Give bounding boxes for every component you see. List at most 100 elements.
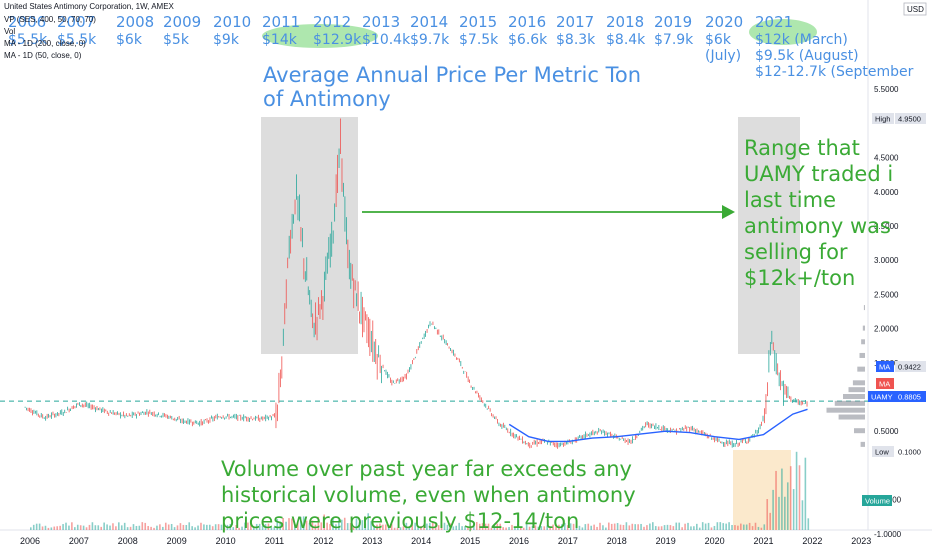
volume-bar [599, 522, 601, 530]
volume-bar [558, 524, 560, 530]
volume-bar [499, 523, 502, 530]
volume-bar [737, 525, 739, 530]
volume-bar [795, 451, 798, 530]
volume-bar [208, 524, 211, 530]
volume-bar [405, 522, 408, 530]
volume-bar [698, 527, 701, 530]
range-annotation-line: last time [744, 188, 836, 212]
x-tick-label: 2006 [20, 536, 40, 546]
volume-bar [302, 516, 305, 530]
year-label: 2015 [459, 13, 497, 31]
year-price: $12.9k [313, 32, 362, 48]
high-badge-value-bg [895, 113, 926, 124]
volume-bar [103, 522, 105, 530]
volume-bar [757, 526, 760, 530]
indicator-vol: Vol [4, 27, 16, 36]
year-price: $10.4k [362, 32, 411, 48]
volume-profile-bar [843, 394, 865, 399]
volume-bar [584, 524, 587, 530]
year-label: 2019 [654, 13, 692, 31]
indicator-ma-200: MA - 1D (200, close, 0) [4, 39, 86, 48]
volume-bar [496, 523, 499, 530]
volume-bar [552, 524, 554, 530]
year-price: $14k [262, 32, 298, 48]
volume-bar [637, 524, 639, 530]
volume-bar [563, 522, 566, 530]
volume-bar [229, 523, 232, 530]
year-price: $6.6k [508, 32, 548, 48]
volume-bar [68, 525, 70, 530]
volume-bar [411, 524, 414, 530]
volume-bar [725, 523, 727, 530]
volume-bar [188, 522, 191, 530]
volume-bar [106, 524, 108, 530]
volume-bar [358, 522, 361, 530]
volume-bar [634, 524, 637, 530]
highlight-2011-2012 [262, 24, 378, 48]
year-label: 2021 [755, 13, 793, 31]
volume-bar [751, 526, 754, 530]
volume-bar [238, 527, 240, 530]
volume-bar [214, 524, 217, 530]
volume-bar [734, 525, 736, 530]
volume-bar [402, 526, 405, 530]
x-tick-label: 2013 [362, 536, 382, 546]
price-range-box-2021 [738, 117, 800, 354]
range-annotation-line: $12k+/ton [744, 266, 855, 290]
year-price: $7.5k [459, 32, 499, 48]
x-tick-label: 2009 [167, 536, 187, 546]
volume-bar [789, 466, 792, 530]
volume-bar [519, 527, 522, 530]
volume-bar [649, 523, 651, 530]
volume-badge: Volume [865, 497, 890, 506]
volume-profile-bar [860, 441, 865, 447]
volume-bar [352, 527, 355, 530]
volume-bar [112, 523, 114, 530]
y-tick-label: 3.0000 [874, 256, 899, 265]
volume-bar [654, 526, 657, 530]
volume-bar [426, 523, 428, 530]
volume-bar [555, 526, 557, 530]
volume-annotation-line: Volume over past year far exceeds any [221, 457, 632, 481]
volume-bar [443, 522, 446, 530]
ma-badge-2-bg [876, 378, 894, 389]
arrow-head [722, 205, 735, 219]
volume-bar [646, 525, 648, 530]
y-tick-label: 4.5000 [874, 154, 899, 163]
volume-bar [335, 524, 337, 530]
volume-bar [449, 523, 452, 530]
volume-annotation-line: historical volume, even when antimony [221, 483, 636, 507]
volume-bar [461, 526, 463, 530]
x-tick-label: 2019 [656, 536, 676, 546]
volume-bar [305, 520, 308, 530]
x-tick-label: 2011 [265, 536, 284, 546]
volume-bar [792, 489, 795, 530]
volume-bar [153, 527, 155, 530]
x-tick-label: 2022 [802, 536, 822, 546]
ma-badge-1-bg [876, 361, 894, 372]
volume-bar [669, 525, 672, 530]
volume-bar [244, 522, 246, 530]
volume-bar [323, 514, 325, 530]
low-badge-value: 0.1000 [898, 448, 921, 457]
volume-bar [745, 524, 748, 530]
volume-bar [329, 524, 331, 530]
x-tick-label: 2014 [411, 536, 431, 546]
volume-bar [763, 524, 766, 530]
volume-bar [663, 525, 666, 530]
year-label: 2008 [116, 13, 154, 31]
volume-bar [467, 527, 469, 530]
volume-bar [581, 527, 584, 530]
y-tick-label: 0.5000 [874, 427, 899, 436]
volume-bar [341, 519, 343, 530]
volume-bar [364, 523, 367, 530]
volume-bar [622, 524, 625, 530]
volume-bar [252, 527, 255, 530]
volume-bar [176, 525, 179, 530]
volume-bar [261, 525, 264, 530]
year-price-extra: $9.5k (August) [755, 48, 859, 64]
volume-bar [79, 525, 82, 530]
high-badge-value: 4.9500 [898, 115, 921, 124]
year-price: $6k [705, 32, 732, 48]
year-label: 2013 [362, 13, 400, 31]
